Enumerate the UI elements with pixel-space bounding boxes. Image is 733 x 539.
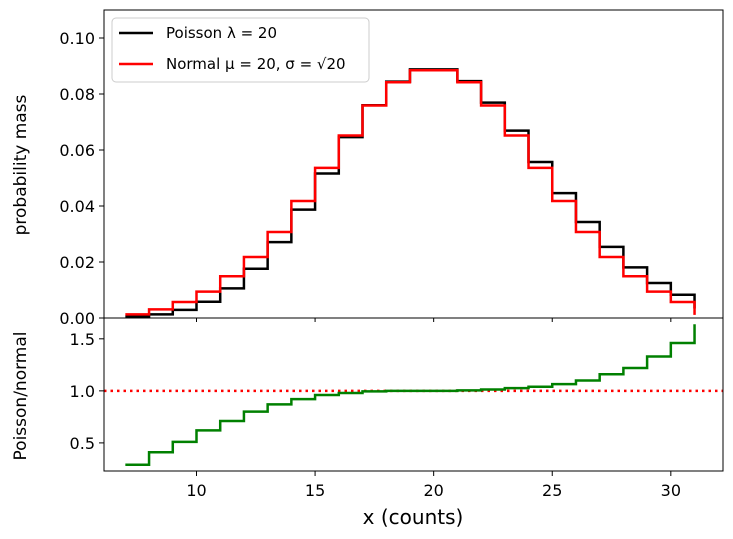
bottom-x-tick-label: 15: [305, 481, 325, 500]
bottom-x-tick-label: 30: [661, 481, 681, 500]
top-y-ticks: 0.00 0.02 0.04 0.06 0.08 0.10: [59, 29, 104, 328]
top-y-tick-label: 0.04: [59, 197, 95, 216]
top-y-tick-label: 0.02: [59, 253, 95, 272]
bottom-panel: 0.5 1.0 1.5 10 15 20 25 30 Poisson/normal x (c…: [11, 317, 724, 529]
bottom-y-ticks: 0.5 1.0 1.5: [70, 330, 104, 453]
series-line-poisson: [125, 68, 696, 318]
legend-box: [111, 17, 370, 83]
bottom-x-tick-label: 20: [423, 481, 443, 500]
bottom-y-tick-label: 1.0: [70, 382, 95, 401]
top-panel: 0.00 0.02 0.04 0.06 0.08 0.10 probability mas…: [11, 9, 724, 328]
top-y-tick-label: 0.08: [59, 85, 95, 104]
top-y-tick-label: 0.06: [59, 141, 95, 160]
bottom-x-ticks: 10 15 20 25 30: [186, 471, 681, 500]
top-x-ticks: [195, 318, 672, 322]
top-y-tick-label: 0.10: [59, 29, 95, 48]
legend-label-normal: Normal μ = 20, σ = √20: [166, 55, 346, 73]
bottom-plot-frame: [103, 317, 724, 472]
bottom-series-group: [125, 324, 696, 467]
top-y-axis-label: probability mass: [11, 94, 31, 235]
x-axis-label: x (counts): [363, 505, 464, 529]
legend-label-poisson: Poisson λ = 20: [166, 24, 277, 42]
series-line-normal: [125, 68, 696, 316]
bottom-y-tick-label: 0.5: [70, 434, 95, 453]
top-series-group: [125, 68, 696, 318]
top-y-tick-label: 0.00: [59, 309, 95, 328]
bottom-x-tick-label: 10: [186, 481, 206, 500]
legend: Poisson λ = 20 Normal μ = 20, σ = √20: [111, 17, 370, 83]
bottom-x-tick-label: 25: [542, 481, 562, 500]
bottom-y-axis-label: Poisson/normal: [11, 332, 31, 461]
bottom-y-tick-label: 1.5: [70, 330, 95, 349]
ratio-line: [125, 324, 696, 467]
